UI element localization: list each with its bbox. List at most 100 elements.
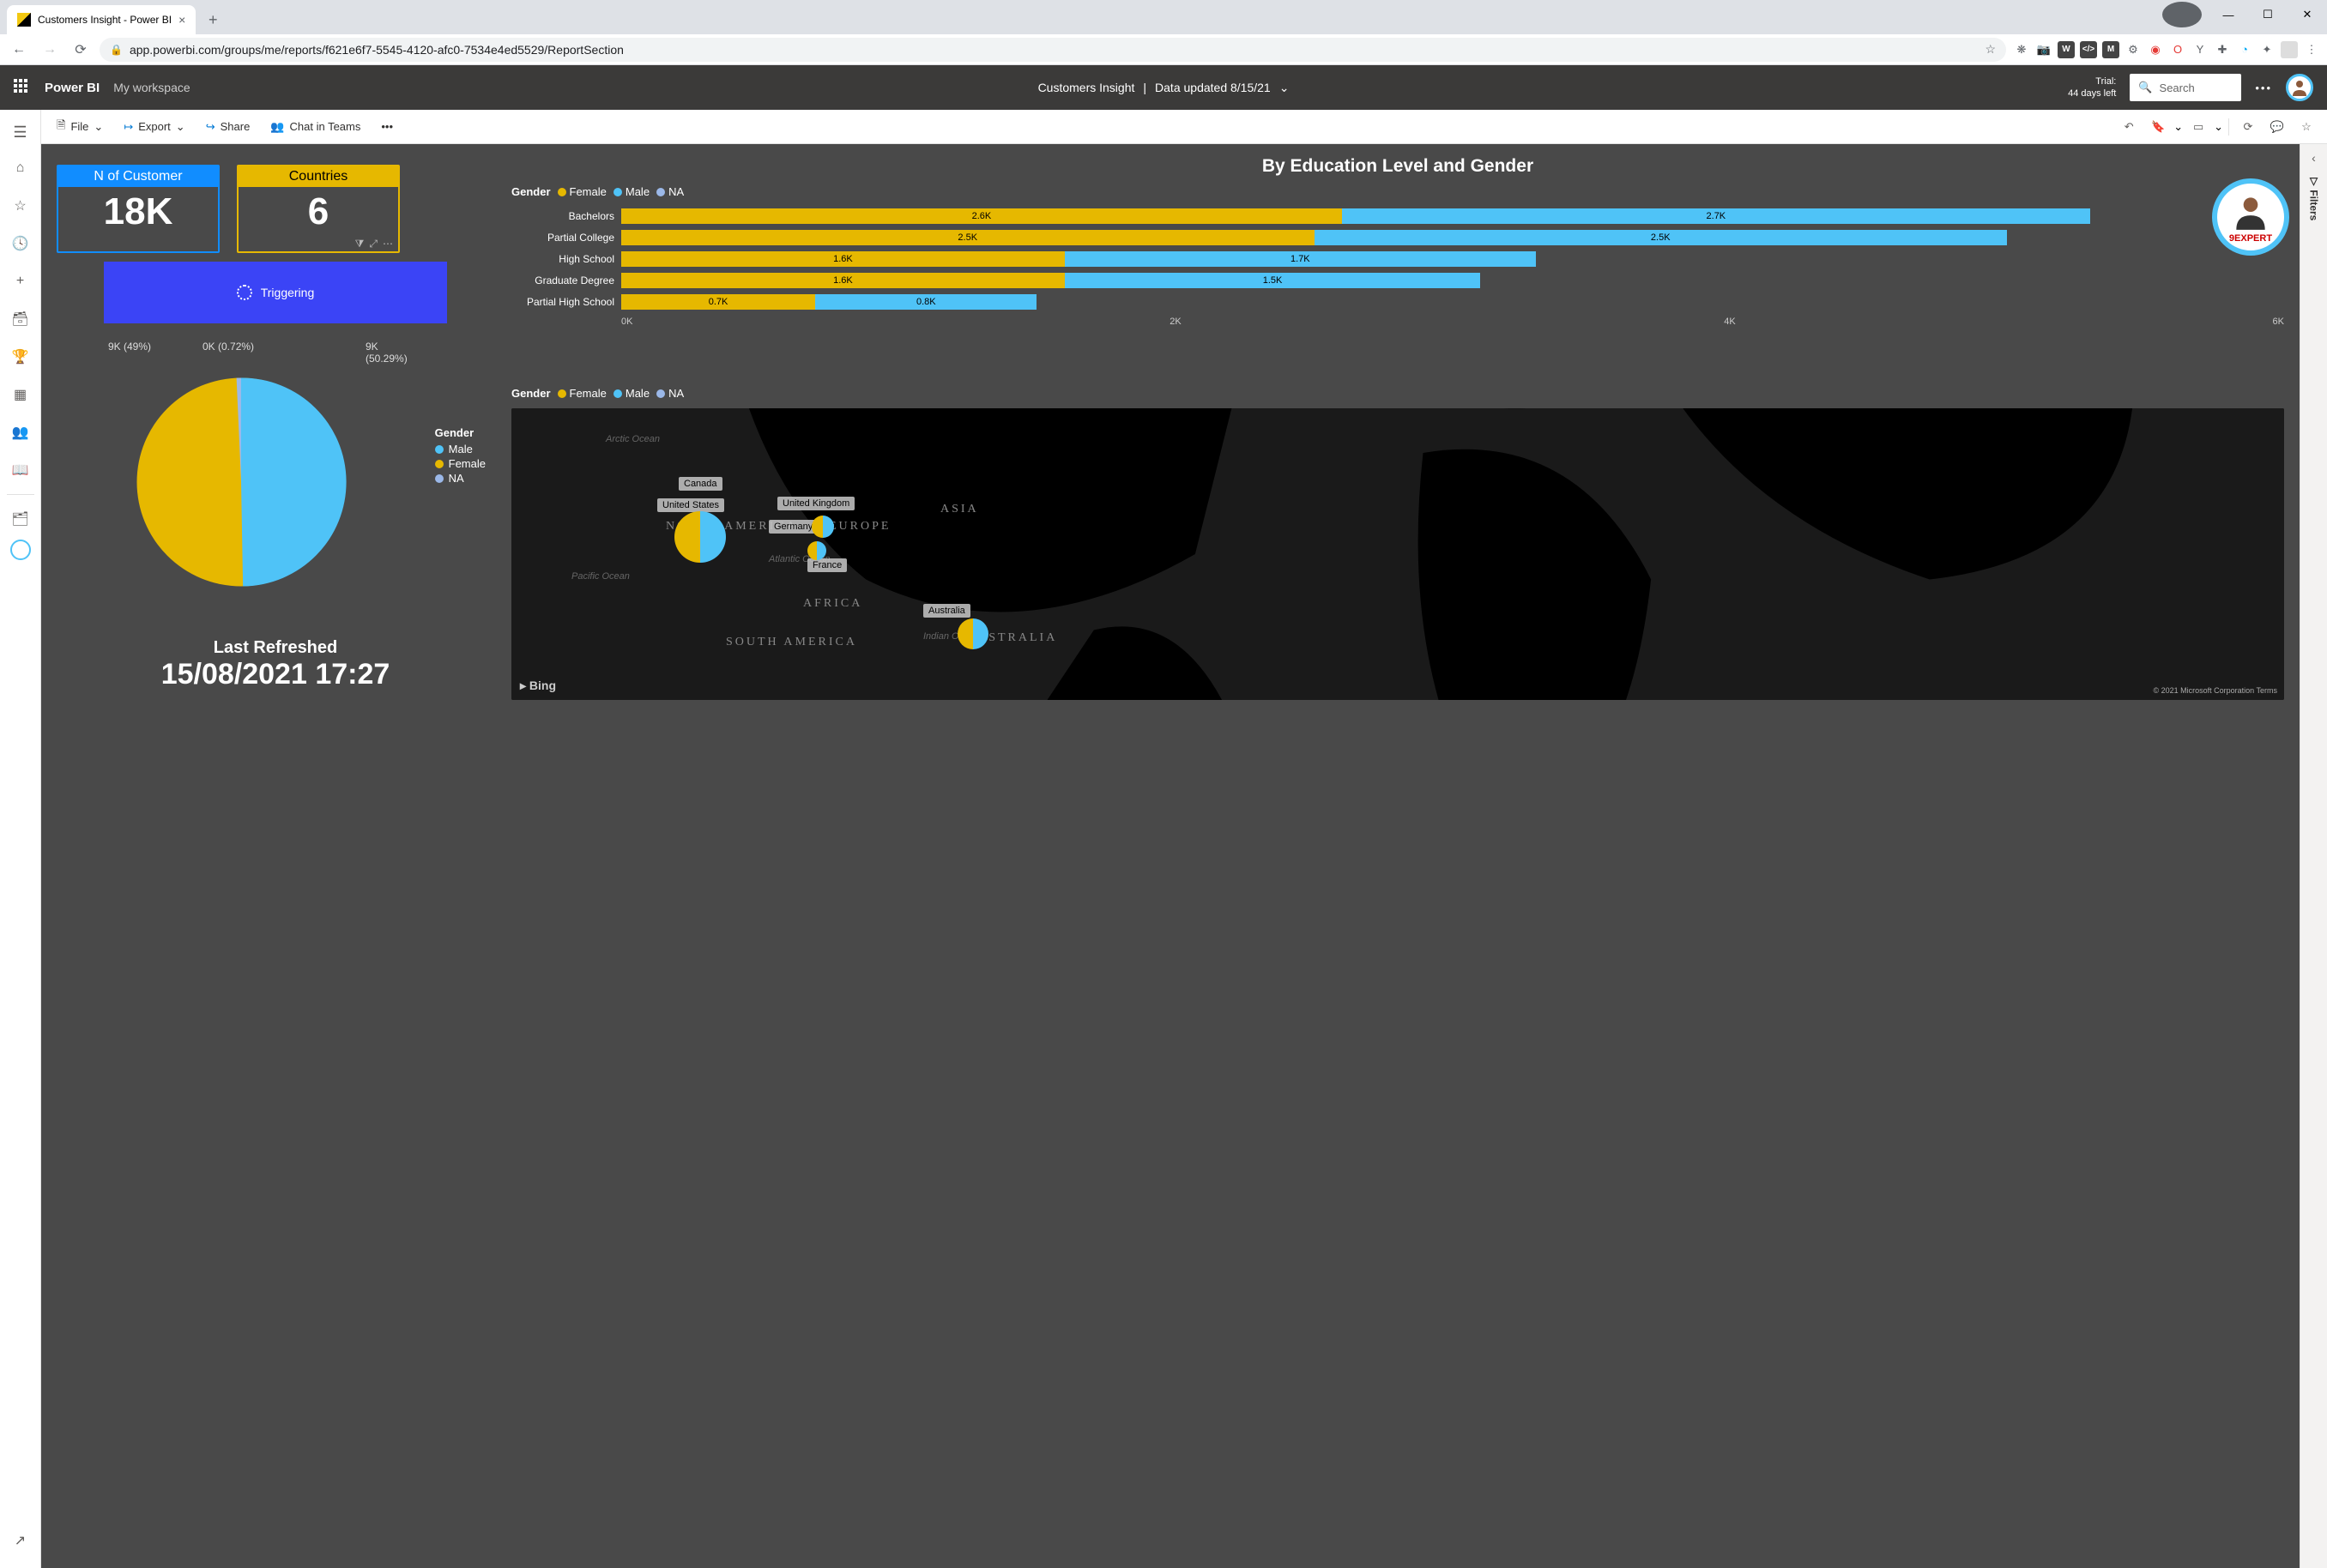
ext-icon[interactable]: ✚ <box>2214 41 2231 58</box>
chevron-left-icon[interactable]: ‹ <box>2312 151 2316 165</box>
tab-close-icon[interactable]: × <box>178 13 185 27</box>
app-launcher-icon[interactable] <box>14 79 31 96</box>
refresh-icon[interactable]: ⟳ <box>2234 113 2262 141</box>
ext-icon[interactable]: ◔ <box>2236 41 2253 58</box>
nav-hamburger-icon[interactable]: ☰ <box>3 117 38 148</box>
extensions-icon[interactable]: ✦ <box>2258 41 2276 58</box>
browser-menu-icon[interactable]: ⋮ <box>2303 41 2320 58</box>
browser-avatar[interactable] <box>2281 41 2298 58</box>
bar-chart[interactable]: Bachelors 2.6K 2.7K Partial College 2.5K… <box>511 207 2284 378</box>
bar-segment-male: 1.7K <box>1065 251 1536 267</box>
toolbar-more-icon[interactable]: ••• <box>372 113 402 141</box>
nav-create-icon[interactable]: + <box>3 264 38 299</box>
lock-icon: 🔒 <box>110 44 123 56</box>
filter-icon[interactable]: ⧩ <box>355 238 365 250</box>
ext-icon[interactable]: W <box>2058 41 2075 58</box>
chevron-down-icon: ⌄ <box>94 120 103 134</box>
nav-myworkspace-icon[interactable] <box>10 540 31 560</box>
bar-row: Graduate Degree 1.6K 1.5K <box>511 271 2284 290</box>
ext-icon[interactable]: ◉ <box>2147 41 2164 58</box>
nav-home-icon[interactable]: ⌂ <box>3 151 38 185</box>
star-icon[interactable]: ☆ <box>1985 42 1996 57</box>
focus-icon[interactable]: ⤢ <box>369 238 378 250</box>
map-pie-fr <box>807 541 826 560</box>
bar-row: High School 1.6K 1.7K <box>511 250 2284 268</box>
nav-favorites-icon[interactable]: ☆ <box>3 189 38 223</box>
forward-icon[interactable]: → <box>38 38 62 62</box>
ext-icon[interactable]: 📷 <box>2035 41 2052 58</box>
more-icon[interactable]: ⋯ <box>383 238 393 250</box>
ext-icon[interactable]: ⚙ <box>2125 41 2142 58</box>
chevron-down-icon[interactable]: ⌄ <box>2173 120 2183 134</box>
nav-learn-icon[interactable]: 📖 <box>3 453 38 487</box>
nav-external-icon[interactable]: ↗ <box>3 1523 38 1558</box>
country-tag[interactable]: Canada <box>679 477 722 491</box>
bar-category: Partial High School <box>511 296 621 308</box>
new-tab-button[interactable]: + <box>201 8 225 32</box>
maximize-icon[interactable]: ☐ <box>2248 2 2288 27</box>
refresh-title: Last Refreshed <box>57 638 494 658</box>
country-tag[interactable]: United States <box>657 498 724 512</box>
pie-slice-label: 0K (0.72%) <box>202 341 254 353</box>
minimize-icon[interactable]: — <box>2209 2 2248 27</box>
comment-icon[interactable]: 💬 <box>2264 113 2291 141</box>
data-updated-label[interactable]: Data updated 8/15/21 <box>1155 81 1271 94</box>
kpi-value: 6 <box>239 187 398 236</box>
brand-label[interactable]: Power BI <box>45 81 100 95</box>
pie-svg <box>125 366 357 598</box>
kpi-value: 18K <box>58 187 218 236</box>
chat-teams-button[interactable]: 👥Chat in Teams <box>262 113 369 141</box>
share-button[interactable]: ↪Share <box>197 113 259 141</box>
ext-icon[interactable]: O <box>2169 41 2186 58</box>
profile-badge-icon[interactable] <box>2162 2 2202 27</box>
trigger-button[interactable]: Triggering <box>104 262 447 323</box>
favorite-icon[interactable]: ☆ <box>2293 113 2320 141</box>
nav-apps-icon[interactable]: ▦ <box>3 377 38 412</box>
more-icon[interactable]: ••• <box>2255 81 2272 94</box>
nav-shared-icon[interactable]: 👥 <box>3 415 38 449</box>
pie-chart[interactable]: 0K (0.72%) 9K(50.29%) 9K (49%) Gender <box>57 341 494 638</box>
filters-pane-collapsed[interactable]: ‹ ▽ Filters <box>2300 144 2327 1568</box>
bar-segment-female: 1.6K <box>621 273 1065 288</box>
back-icon[interactable]: ← <box>7 38 31 62</box>
country-tag[interactable]: Germany <box>769 520 818 534</box>
file-menu[interactable]: 🗎File⌄ <box>48 113 112 141</box>
barchart-title: By Education Level and Gender <box>511 156 2284 177</box>
chevron-down-icon[interactable]: ⌄ <box>1279 81 1290 95</box>
ext-icon[interactable]: </> <box>2080 41 2097 58</box>
bar-segment-female: 2.5K <box>621 230 1315 245</box>
map-visual[interactable]: Arctic Ocean Pacific Ocean Atlantic Ocea… <box>511 408 2284 700</box>
view-icon[interactable]: ▭ <box>2185 113 2212 141</box>
close-window-icon[interactable]: ✕ <box>2288 2 2327 27</box>
browser-tab[interactable]: Customers Insight - Power BI × <box>7 5 196 34</box>
chevron-down-icon[interactable]: ⌄ <box>2214 120 2223 134</box>
nav-goals-icon[interactable]: 🏆 <box>3 340 38 374</box>
nav-datasets-icon[interactable]: 🗃 <box>3 302 38 336</box>
filters-label: ▽ Filters <box>2308 175 2320 220</box>
nav-workspaces-icon[interactable]: 🗂 <box>3 502 38 536</box>
ext-icon[interactable]: Y <box>2191 41 2209 58</box>
export-menu[interactable]: ↦Export⌄ <box>115 113 193 141</box>
left-nav-rail: ☰ ⌂ ☆ 🕓 + 🗃 🏆 ▦ 👥 📖 🗂 ↗ <box>0 110 41 1568</box>
reload-icon[interactable]: ⟳ <box>69 38 93 62</box>
reset-icon[interactable]: ↶ <box>2115 113 2143 141</box>
kpi-customers-card[interactable]: N of Customer 18K <box>57 165 220 253</box>
workspace-label[interactable]: My workspace <box>113 81 190 94</box>
ext-icon[interactable]: M <box>2102 41 2119 58</box>
bar-segment-male: 1.5K <box>1065 273 1481 288</box>
report-toolbar: 🗎File⌄ ↦Export⌄ ↪Share 👥Chat in Teams ••… <box>41 110 2327 144</box>
nav-recent-icon[interactable]: 🕓 <box>3 226 38 261</box>
country-tag[interactable]: Australia <box>923 604 970 618</box>
url-input[interactable]: 🔒 app.powerbi.com/groups/me/reports/f621… <box>100 38 2006 62</box>
bar-segment-male: 2.7K <box>1342 208 2090 224</box>
user-avatar[interactable] <box>2286 74 2313 101</box>
bar-category: Partial College <box>511 232 621 244</box>
bar-segment-male: 2.5K <box>1315 230 2008 245</box>
search-input[interactable]: 🔍 Search <box>2130 74 2241 101</box>
kpi-countries-card[interactable]: Countries 6 ⧩⤢⋯ <box>237 165 400 253</box>
ext-icon[interactable]: ❋ <box>2013 41 2030 58</box>
country-tag[interactable]: France <box>807 558 847 572</box>
bookmark-icon[interactable]: 🔖 <box>2144 113 2172 141</box>
country-tag[interactable]: United Kingdom <box>777 497 855 510</box>
nav-separator <box>7 494 34 495</box>
